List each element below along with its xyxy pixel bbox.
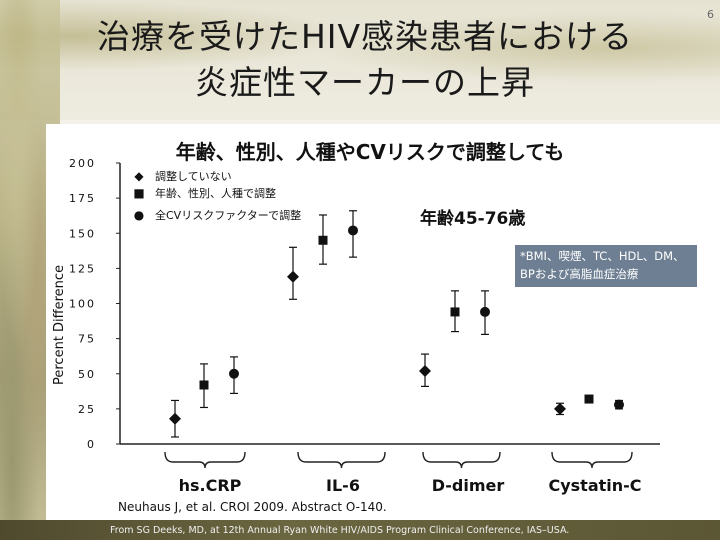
chart-panel [46,124,720,540]
legend-label: 調整していない [155,170,232,183]
slide-title-line1: 治療を受けたHIV感染患者における [96,17,634,56]
y-tick-label: 125 [69,262,96,275]
legend-label: 年齢、性別、人種で調整 [155,187,276,200]
x-category-ddimer: D-dimer [431,476,505,495]
y-tick-label: 25 [78,403,96,416]
point-diamond [554,402,566,415]
category-brace [551,451,633,469]
point-circle [614,399,624,410]
diamond-icon: ◆ [134,169,144,183]
adjustment-note: *BMI、喫煙、TC、HDL、DM、 BPおよび高脂血症治療 [515,245,697,287]
square-icon: ■ [133,186,145,200]
category-brace [164,451,246,469]
point-circle [229,368,239,379]
point-diamond [169,412,181,425]
point-square [199,380,209,390]
point-square [584,394,594,404]
point-circle [348,225,358,236]
legend-item-unadjusted: ◆ 調整していない [133,168,232,184]
category-brace [297,451,386,469]
chart-subtitle: 年齢、性別、人種やCVリスクで調整しても [175,140,565,164]
y-tick-label: 200 [69,157,96,170]
y-tick-label: 175 [69,192,96,205]
citation: Neuhaus J, et al. CROI 2009. Abstract O-… [118,500,387,514]
source-bar [0,520,720,540]
y-tick-label: 100 [69,298,96,311]
page-number: 6 [707,8,714,21]
note-line2: BPおよび高脂血症治療 [520,267,639,281]
y-tick-label: 150 [69,227,96,240]
legend-item-cv-adjusted: ● 全CVリスクファクターで調整 [133,207,301,223]
category-brace [422,451,501,469]
point-square [318,235,328,245]
legend-item-demographic-adjusted: ■ 年齢、性別、人種で調整 [133,185,276,201]
y-tick-label: 75 [78,333,96,346]
point-diamond [287,270,299,283]
age-range-label: 年齢45-76歳 [420,209,526,229]
circle-icon: ● [133,208,145,222]
x-category-hscrp: hs.CRP [178,476,242,495]
point-circle [480,306,490,317]
y-tick-label: 50 [78,368,96,381]
x-category-il6: IL-6 [326,476,360,495]
background-foliage-top [0,0,720,120]
x-category-cystatin-c: Cystatin-C [548,476,642,495]
slide-title-line2: 炎症性マーカーの上昇 [195,63,535,102]
point-square [450,307,460,317]
slide-title: 治療を受けたHIV感染患者における 炎症性マーカーの上昇 [60,14,670,106]
source-credit: From SG Deeks, MD, at 12th Annual Ryan W… [110,525,570,536]
note-line1: *BMI、喫煙、TC、HDL、DM、 [520,249,685,263]
legend-label: 全CVリスクファクターで調整 [155,209,302,222]
y-tick-label: 0 [87,438,96,451]
point-diamond [419,364,431,377]
